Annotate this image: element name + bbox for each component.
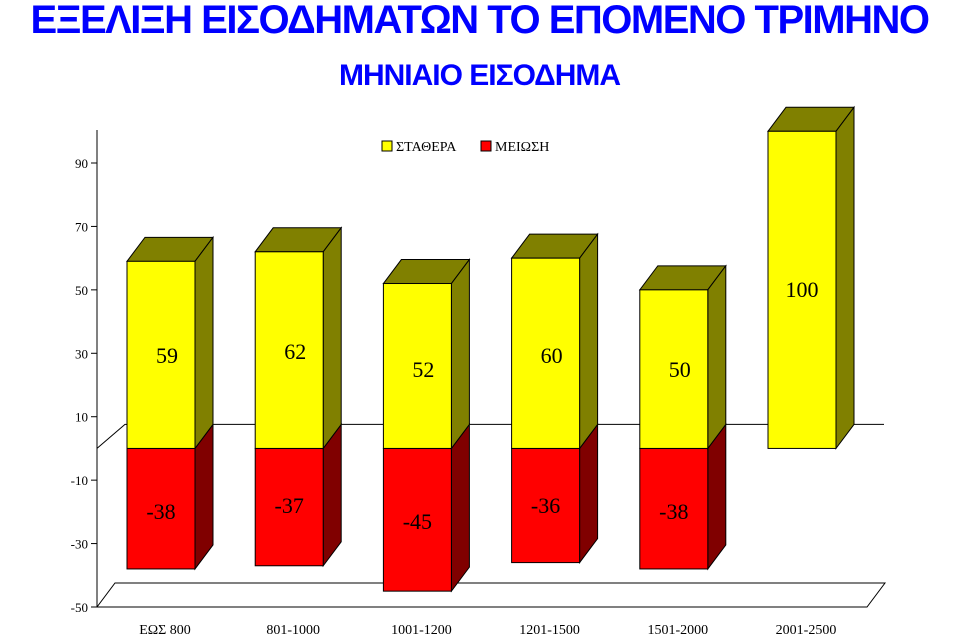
bar-stathera-side — [835, 105, 855, 450]
legend-label: ΜΕΙΩΣΗ — [495, 140, 549, 155]
bar-stathera-front — [254, 251, 324, 449]
y-tick-label: 30 — [75, 346, 88, 361]
y-tick-label: -10 — [71, 473, 88, 488]
data-label: 62 — [284, 339, 306, 364]
bar-meiosi-side — [450, 422, 470, 593]
y-tick-label: 90 — [75, 156, 88, 171]
bar-meiosi-front — [126, 447, 196, 570]
x-tick-label: 1001-1200 — [391, 623, 452, 636]
x-tick-label: 801-1000 — [266, 623, 320, 636]
data-label: 50 — [669, 357, 691, 382]
data-label: -45 — [403, 509, 432, 534]
legend-swatch — [480, 140, 492, 152]
data-label: 60 — [541, 343, 563, 368]
bar-stathera — [767, 105, 855, 450]
zero-plane-line — [96, 423, 884, 449]
y-tick-label: -30 — [71, 537, 88, 552]
bar-meiosi-front — [382, 447, 452, 592]
y-tick-label: 10 — [75, 410, 88, 425]
bar-meiosi-front — [639, 447, 709, 570]
data-label: -37 — [275, 493, 304, 518]
legend: ΣΤΑΘΕΡΑ ΜΕΙΩΣΗ — [381, 140, 549, 155]
x-tick-label: 1501-2000 — [647, 623, 708, 636]
bar-stathera-side — [322, 226, 342, 450]
legend-swatch — [381, 140, 393, 152]
bar-stathera-side — [194, 235, 214, 450]
x-tick-label: ΕΩΣ 800 — [139, 623, 191, 636]
bar-meiosi — [382, 422, 470, 593]
bar-meiosi — [254, 422, 342, 568]
bar-meiosi — [639, 422, 727, 571]
value-labels: 59 -38 62 -37 52 -45 60 -36 50 -38 100 — [146, 277, 818, 534]
bar-stathera-front — [767, 130, 837, 449]
y-tick-label: 50 — [75, 283, 88, 298]
y-tick-label: 70 — [75, 219, 88, 234]
data-label: 100 — [786, 277, 819, 302]
chart-subtitle: ΜΗΝΙΑΙΟ ΕΙΣΟΔΗΜΑ — [338, 59, 621, 92]
bar-meiosi-side — [707, 422, 727, 571]
chart-title: ΕΞΕΛΙΞΗ ΕΙΣΟΔΗΜΑΤΩΝ ΤΟ ΕΠΟΜΕΝΟ ΤΡΙΜΗΝΟ — [30, 0, 930, 42]
y-tick-label: -50 — [71, 600, 88, 615]
bar-stathera-side — [579, 232, 599, 450]
data-label: -38 — [146, 499, 175, 524]
chart-floor-plane — [96, 582, 886, 608]
x-axis-labels: ΕΩΣ 800 801-1000 1001-1200 1201-1500 1501-20… — [139, 623, 836, 636]
legend-label: ΣΤΑΘΕΡΑ — [396, 140, 457, 155]
data-label: -38 — [659, 499, 688, 524]
bar-stathera-front — [382, 283, 452, 449]
bar-stathera-side — [450, 258, 470, 450]
bar-meiosi — [511, 422, 599, 565]
bar-stathera-front — [126, 260, 196, 449]
y-axis: 90 70 50 30 10 -10 -30 -50 — [71, 130, 98, 615]
bar-stathera-front — [639, 289, 709, 449]
bar-stathera-side — [707, 264, 727, 450]
x-tick-label: 2001-2500 — [776, 623, 837, 636]
bar-stathera — [254, 226, 343, 450]
bar-meiosi-front — [254, 447, 324, 567]
bar-meiosi — [126, 422, 214, 571]
bar-stathera — [510, 232, 599, 450]
bars-group — [126, 105, 855, 593]
x-tick-label: 1201-1500 — [519, 623, 580, 636]
data-label: 52 — [412, 357, 434, 382]
bar-stathera — [126, 235, 214, 450]
bar-meiosi-front — [511, 447, 581, 564]
chart-floor — [96, 423, 886, 608]
bar-stathera-front — [511, 257, 581, 449]
bar-stathera — [638, 264, 727, 450]
data-label: 59 — [156, 343, 178, 368]
bar-stathera — [382, 258, 471, 450]
bar-meiosi-side — [194, 422, 214, 571]
data-label: -36 — [531, 493, 560, 518]
